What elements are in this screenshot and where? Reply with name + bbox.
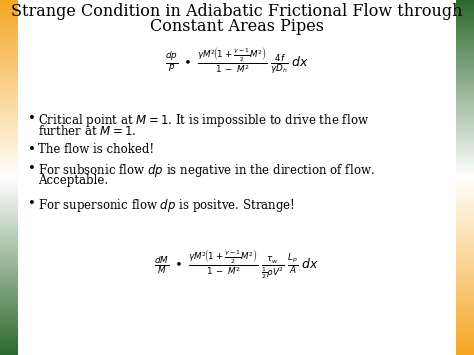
Text: Critical point at $M=1$. It is impossible to drive the flow: Critical point at $M=1$. It is impossibl… [38,112,369,129]
Text: •: • [28,143,36,156]
Text: $\frac{dp}{p}\;\bullet\;\frac{\gamma M^2\!\left(1+\frac{\gamma-1}{2}M^2\right)}{: $\frac{dp}{p}\;\bullet\;\frac{\gamma M^2… [165,47,309,76]
Text: •: • [28,197,36,210]
Text: •: • [28,162,36,175]
Text: Acceptable.: Acceptable. [38,174,108,187]
Text: The flow is choked!: The flow is choked! [38,143,154,156]
Text: For subsonic flow $dp$ is negative in the direction of flow.: For subsonic flow $dp$ is negative in th… [38,162,375,179]
Text: •: • [28,112,36,125]
Text: Constant Areas Pipes: Constant Areas Pipes [150,18,324,35]
Text: $\frac{dM}{M}\;\bullet\;\frac{\gamma M^2\!\left(1+\frac{\gamma-1}{2}M^2\right)}{: $\frac{dM}{M}\;\bullet\;\frac{\gamma M^2… [155,249,319,281]
Text: further at $M=1$.: further at $M=1$. [38,124,136,138]
Text: Strange Condition in Adiabatic Frictional Flow through: Strange Condition in Adiabatic Frictiona… [11,3,463,20]
Text: For supersonic flow $dp$ is positve. Strange!: For supersonic flow $dp$ is positve. Str… [38,197,295,214]
